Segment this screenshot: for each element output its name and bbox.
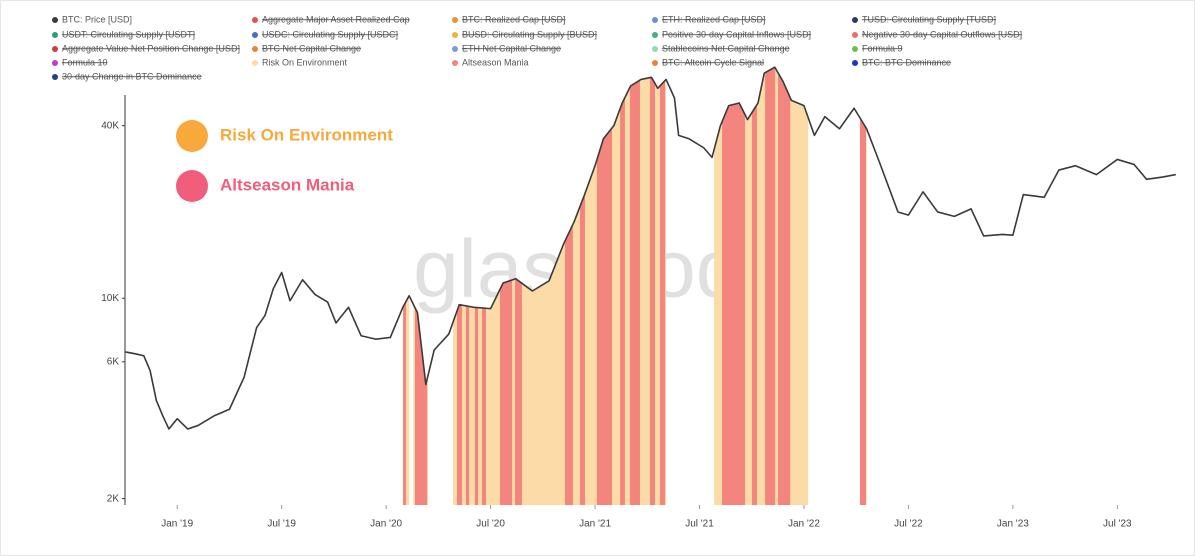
y-tick-label: 40K <box>101 120 119 131</box>
price-line <box>124 66 1176 430</box>
legend-dot <box>52 74 58 80</box>
band <box>751 67 757 505</box>
legend-label: TUSD: Circulating Supply [TUSD] <box>862 14 996 24</box>
legend-dot <box>252 17 258 23</box>
y-tick-label: 2K <box>107 493 120 504</box>
legend-dot <box>452 17 458 23</box>
legend-label: Aggregate Major Asset Realized Cap <box>262 14 410 24</box>
legend-label: BTC: BTC Dominance <box>862 57 951 67</box>
band <box>580 67 586 505</box>
x-tick-label: Jul '21 <box>685 519 714 530</box>
legend-dot <box>52 32 58 38</box>
legend-dot <box>852 60 858 66</box>
band <box>620 67 625 505</box>
legend-label: Risk On Environment <box>262 57 348 67</box>
legend-label: Stablecoins Net Capital Change <box>662 43 790 53</box>
x-tick-label: Jan '19 <box>161 519 193 530</box>
legend-label: Aggregate Value Net Position Change [USD… <box>62 43 240 53</box>
x-tick-label: Jul '23 <box>1103 519 1132 530</box>
legend-dot <box>52 17 58 23</box>
annotation-dot <box>176 120 208 152</box>
band <box>629 67 640 505</box>
x-tick-label: Jan '23 <box>997 519 1029 530</box>
legend-label: Negative 30-day Capital Outflows [USD] <box>862 29 1022 39</box>
annotation-text: Risk On Environment <box>220 125 393 144</box>
legend-dot <box>652 60 658 66</box>
band <box>722 67 746 505</box>
band <box>660 67 666 505</box>
legend-label: Positive 30-day Capital Inflows [USD] <box>662 29 811 39</box>
legend-dot <box>452 60 458 66</box>
x-tick-label: Jul '20 <box>476 519 505 530</box>
y-tick-label: 6K <box>107 356 120 367</box>
legend-label: BTC: Price [USD] <box>62 14 132 24</box>
legend-dot <box>452 32 458 38</box>
legend-label: USDT: Circulating Supply [USDT] <box>62 29 195 39</box>
legend-label: Altseason Mania <box>462 57 529 67</box>
legend-dot <box>652 46 658 52</box>
legend-dot <box>452 46 458 52</box>
legend-label: USDC: Circulating Supply [USDC] <box>262 29 398 39</box>
legend-label: Formula 9 <box>862 43 903 53</box>
legend-label: 30-day Change in BTC Dominance <box>62 71 202 81</box>
legend-label: BTC: Altcoin Cycle Signal <box>662 57 764 67</box>
x-tick-label: Jul '19 <box>267 519 296 530</box>
annotation-dot <box>176 170 208 202</box>
band <box>778 67 791 505</box>
legend-label: ETH Net Capital Change <box>462 43 561 53</box>
band <box>765 67 776 505</box>
x-tick-label: Jan '22 <box>788 519 820 530</box>
annotation-text: Altseason Mania <box>220 175 355 194</box>
legend-label: BUSD: Circulating Supply [BUSD] <box>462 29 597 39</box>
legend-dot <box>652 32 658 38</box>
band <box>564 67 573 505</box>
legend-label: Formula 10 <box>62 57 108 67</box>
band <box>859 67 867 505</box>
legend-label: ETH: Realized Cap [USD] <box>662 14 766 24</box>
x-tick-label: Jul '22 <box>894 519 923 530</box>
y-tick-label: 10K <box>101 293 119 304</box>
legend-label: BTC Net Capital Change <box>262 43 361 53</box>
legend-label: BTC: Realized Cap [USD] <box>462 14 566 24</box>
band <box>596 67 612 505</box>
x-tick-label: Jan '21 <box>579 519 611 530</box>
band <box>515 67 522 505</box>
legend-dot <box>52 60 58 66</box>
legend-dot <box>852 32 858 38</box>
legend-dot <box>52 46 58 52</box>
band <box>649 67 656 505</box>
legend-dot <box>252 60 258 66</box>
legend-dot <box>652 17 658 23</box>
legend-dot <box>852 46 858 52</box>
legend-dot <box>252 32 258 38</box>
legend-dot <box>852 17 858 23</box>
x-tick-label: Jan '20 <box>370 519 402 530</box>
legend-dot <box>252 46 258 52</box>
